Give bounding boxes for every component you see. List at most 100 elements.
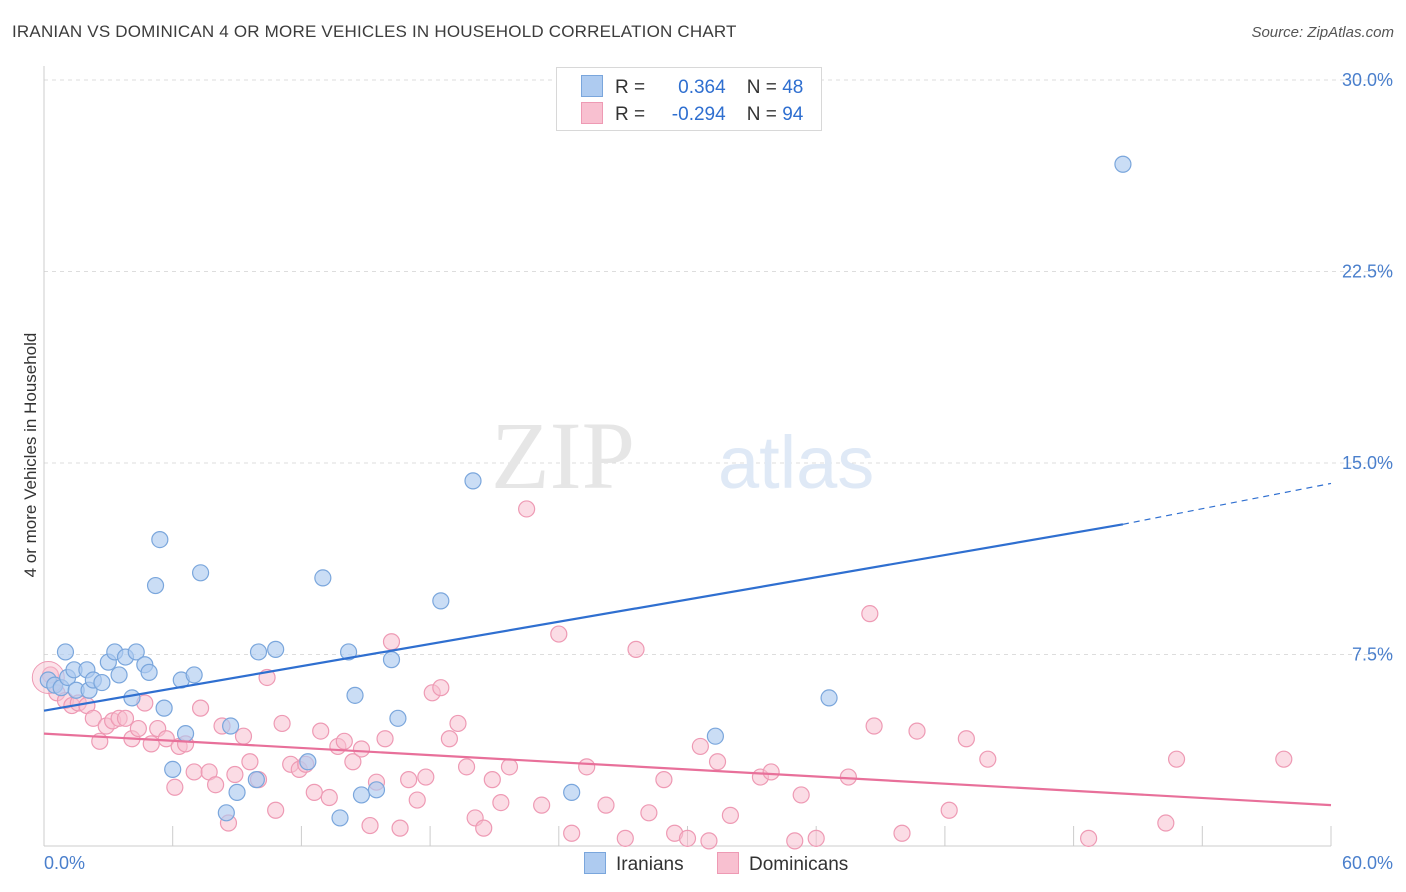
legend-r-label: R = [615,77,646,98]
dominicans-point [191,699,210,717]
iranians-point [706,727,724,745]
dominicans-point [721,806,740,824]
dominicans-trendline [43,732,1332,807]
dominicans-point [708,753,727,771]
dominicans-swatch [717,852,739,874]
iranians-point [299,753,317,771]
iranians-trendline-extension [1122,482,1332,525]
iranians-point [432,592,450,610]
dominicans-point [492,793,510,812]
dominicans-point [1167,750,1186,768]
dominicans-point [344,753,362,771]
dominicans-point [483,771,501,789]
dominicans-point [207,776,225,794]
iranians-point [140,663,158,681]
dominicans-point [786,832,804,850]
iranians-point [155,699,173,717]
iranians-trendline [43,523,1124,712]
iranians-point [563,783,581,801]
bottom-legend-iranians-label: Iranians [616,854,684,875]
y-tick-label: 30.0% [1342,70,1393,90]
dominicans-point [273,714,291,733]
iranians-point [176,725,195,743]
dominicans-point [376,730,394,748]
watermark-zip: ZIP [491,402,635,509]
dominicans-point [234,727,253,745]
dominicans-point [241,753,259,771]
dominicans-point [226,765,244,784]
dominicans-point [449,714,467,733]
iranians-point [185,666,203,684]
iranians-point [382,651,401,669]
iranians-point [464,472,482,490]
iranians-points [39,155,1132,827]
dominicans-point [957,730,975,748]
dominicans-point [616,829,634,847]
iranians-point [151,530,169,549]
x-tick-label: 60.0% [1342,853,1393,873]
chart-title: IRANIAN VS DOMINICAN 4 OR MORE VEHICLES … [12,22,737,41]
iranians-point [389,709,407,727]
x-tick-label: 0.0% [44,853,85,873]
iranians-point [123,689,141,707]
iranians-point [314,569,332,587]
iranians-point [249,643,268,661]
bottom-legend-dominicans: Dominicans [717,852,848,876]
dominicans-point [979,750,997,768]
dominicans-point [417,768,435,786]
tick-labels: 7.5% 15.0% 22.5% 30.0% 0.0% 60.0% [44,70,1393,873]
dominicans-point [700,832,718,850]
dominicans-point [792,786,810,804]
grid-lines [44,79,1392,655]
dominicans-point [691,737,709,756]
dominicans-point [157,730,175,748]
legend-row-iranians: R = 0.364 N = 48 [581,75,803,98]
dominicans-point [267,801,285,819]
dominicans-point [861,605,879,623]
dominicans-point [116,709,135,727]
dominicans-point [533,796,551,814]
y-tick-label: 15.0% [1342,453,1393,473]
dominicans-point [335,732,353,750]
iranians-point [164,760,182,779]
iranians-point [267,640,285,658]
dominicans-point [563,824,581,842]
dominicans-point [807,829,825,847]
dominicans-point [320,788,338,807]
iranians-point [56,643,75,661]
dominicans-point [84,709,102,727]
dominicans-point [678,829,697,847]
dominicans-points [31,500,1293,850]
bottom-legend-dominicans-label: Dominicans [749,854,849,875]
iranians-point [820,689,838,707]
dominicans-point [312,722,330,740]
iranians-point [367,781,386,799]
dominicans-point [305,783,323,801]
iranians-swatch [581,75,603,97]
y-tick-label: 7.5% [1352,645,1393,665]
dominicans-point [500,758,519,776]
iranians-point [222,717,240,735]
dominicans-point [361,816,379,835]
dominicans-point [382,633,401,651]
dominicans-point [432,679,450,697]
dominicans-n-value: 94 [782,104,804,125]
legend-n-label: N = [746,77,777,98]
dominicans-point [865,717,883,735]
dominicans-point [352,740,371,758]
iranians-point [352,786,371,804]
dominicans-point [185,763,203,781]
iranians-point [247,771,265,789]
trend-lines [43,482,1332,807]
iranians-point [217,804,235,822]
iranians-swatch [584,852,606,874]
legend-row-dominicans: R = -0.294 N = 94 [581,102,804,125]
iranians-point [346,686,364,704]
iranians-point [93,673,111,692]
watermark: ZIP atlas [491,402,874,509]
iranians-point [228,783,246,801]
dominicans-point [640,804,658,822]
dominicans-swatch [581,102,603,124]
iranians-point [1114,155,1132,173]
